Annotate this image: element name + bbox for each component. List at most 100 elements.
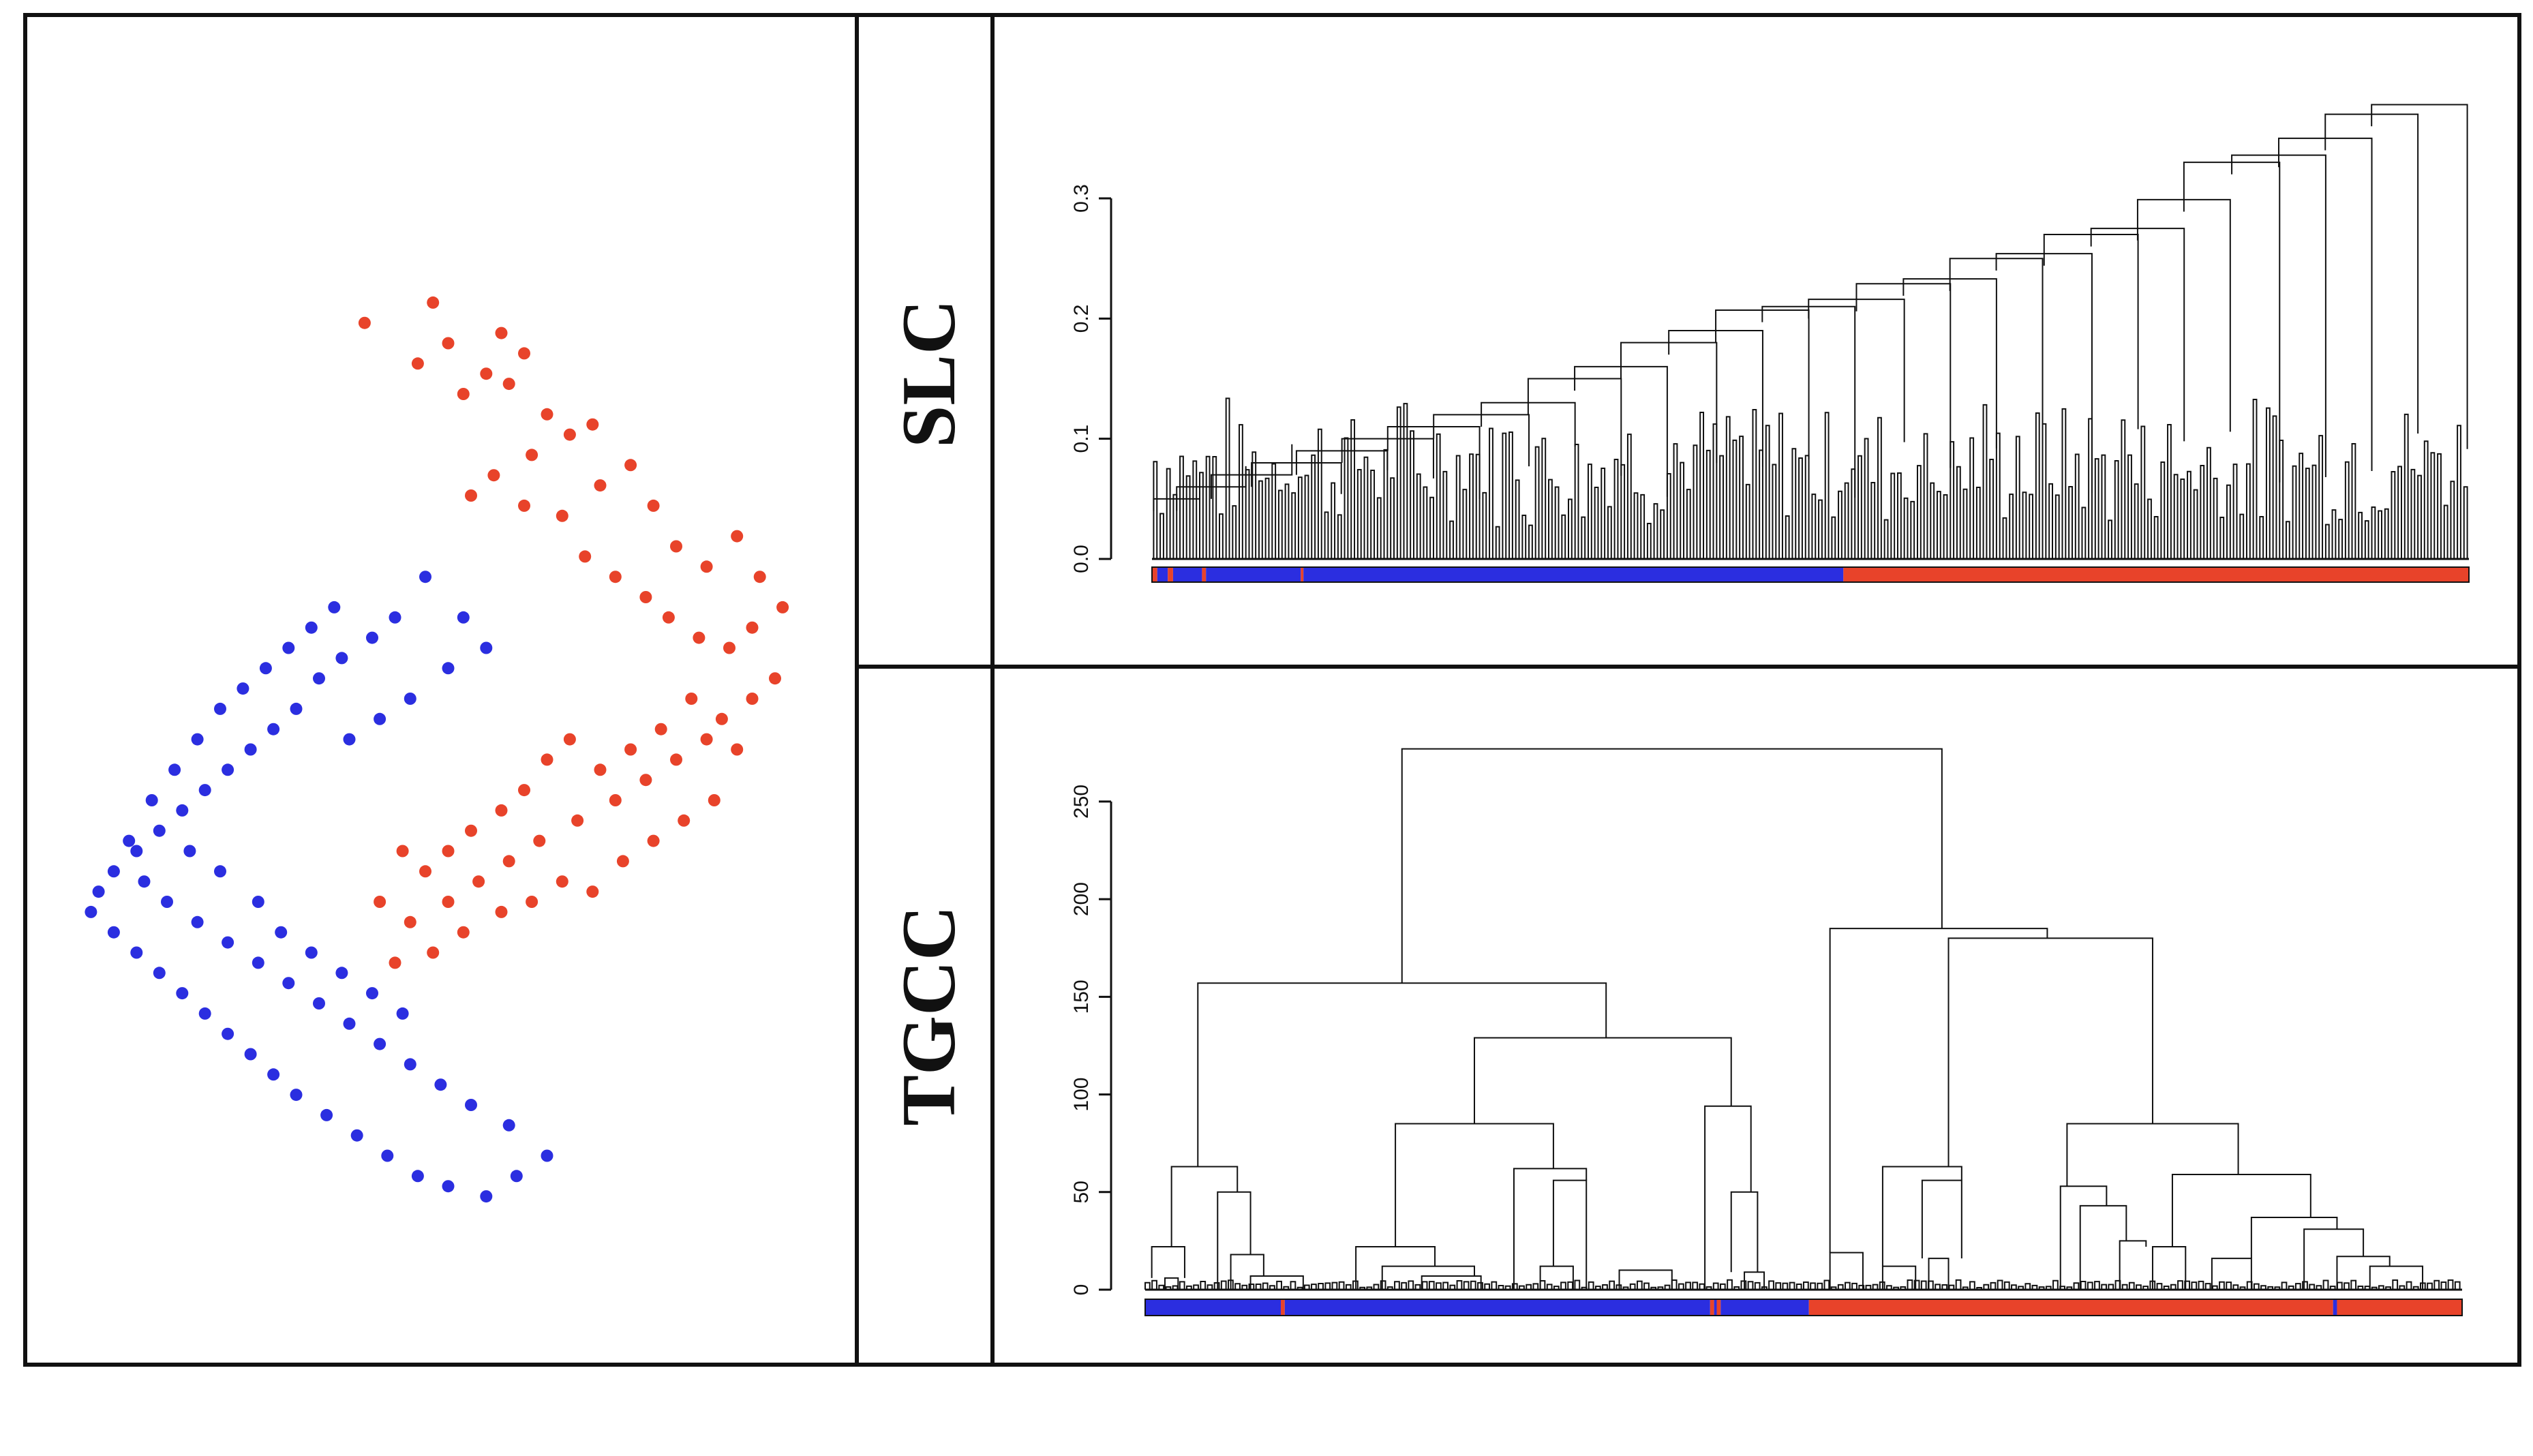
tgcc-link-28 bbox=[1170, 1166, 1239, 1247]
tgcc-link-23 bbox=[2059, 1185, 2108, 1290]
scatter-point-s0-13 bbox=[487, 469, 500, 482]
slc-link-28 bbox=[1245, 469, 1250, 559]
tgcc-leaf-79 bbox=[1692, 1281, 1699, 1290]
slc-link-78 bbox=[1410, 430, 1414, 559]
slc-link-308 bbox=[2167, 424, 2172, 559]
scatter-point-s0-31 bbox=[594, 763, 607, 776]
scatter-point-s1-62 bbox=[214, 865, 226, 878]
slc-link-342 bbox=[2279, 439, 2284, 559]
slc-link-104 bbox=[1495, 526, 1500, 559]
tgcc-leaf-188 bbox=[2447, 1279, 2454, 1290]
scatter-point-s0-10 bbox=[563, 428, 576, 441]
slc-link-380 bbox=[2403, 413, 2409, 559]
tgcc-leaf-46 bbox=[1463, 1281, 1470, 1290]
scatter-point-s0-27 bbox=[715, 712, 728, 725]
tgcc-link-21 bbox=[1217, 1191, 1252, 1290]
tgcc-leaf-53 bbox=[1511, 1283, 1518, 1290]
slc-link-366 bbox=[2358, 511, 2363, 559]
tgcc-leaf-34 bbox=[1380, 1280, 1386, 1290]
slc-link-84 bbox=[1429, 496, 1434, 559]
tgcc-leaf-31 bbox=[1359, 1286, 1365, 1290]
slc-link-196 bbox=[1798, 457, 1803, 559]
slc-link-368 bbox=[2364, 520, 2369, 559]
slc-link-364 bbox=[2351, 443, 2356, 559]
tgcc-leaf-105 bbox=[1872, 1284, 1879, 1290]
slc-link-124 bbox=[1561, 514, 1566, 559]
slc-link-164 bbox=[1693, 444, 1698, 559]
tgcc-leaf-58 bbox=[1546, 1284, 1553, 1290]
slc-tick-label-0: 0.0 bbox=[1070, 545, 1093, 573]
tgcc-leaf-98 bbox=[1823, 1279, 1830, 1290]
slc-link-302 bbox=[2147, 498, 2152, 559]
tgcc-leaf-106 bbox=[1879, 1281, 1885, 1290]
slc-link-208 bbox=[1838, 490, 1842, 559]
scatter-point-s0-32 bbox=[563, 733, 576, 746]
tgcc-leaf-15 bbox=[1248, 1283, 1255, 1290]
tgcc-leaf-70 bbox=[1629, 1283, 1636, 1290]
slc-link-8 bbox=[1179, 455, 1184, 559]
tgcc-leaf-5 bbox=[1179, 1281, 1185, 1290]
slc-link-92 bbox=[1455, 455, 1461, 559]
slc-link-62 bbox=[1356, 468, 1362, 559]
scatter-point-s1-40 bbox=[282, 977, 295, 990]
tgcc-leaf-175 bbox=[2357, 1285, 2364, 1290]
slc-link-236 bbox=[1930, 482, 1935, 559]
tgcc-leaf-22 bbox=[1296, 1286, 1303, 1290]
slc-link-128 bbox=[1574, 444, 1579, 559]
scatter-point-s1-20 bbox=[198, 1007, 211, 1020]
tgcc-leaf-76 bbox=[1671, 1279, 1678, 1290]
scatter-point-s1-58 bbox=[442, 662, 455, 675]
tgcc-leaf-35 bbox=[1386, 1286, 1393, 1290]
tgcc-strip-segment-5 bbox=[1716, 1299, 1721, 1316]
tgcc-leaf-2 bbox=[1158, 1284, 1165, 1290]
tgcc-leaf-4 bbox=[1172, 1285, 1179, 1290]
tgcc-leaf-51 bbox=[1498, 1284, 1504, 1290]
scatter-point-s0-2 bbox=[495, 327, 508, 339]
scatter-point-s1-59 bbox=[404, 693, 416, 705]
slc-link-74 bbox=[1396, 406, 1401, 559]
scatter-point-s1-32 bbox=[541, 1149, 553, 1162]
scatter-point-s1-5 bbox=[290, 702, 303, 715]
slc-link-110 bbox=[1515, 479, 1520, 559]
slc-link-230 bbox=[1910, 500, 1915, 559]
tgcc-leaf-8 bbox=[1200, 1280, 1207, 1290]
tgcc-leaf-128 bbox=[2031, 1284, 2038, 1290]
scatter-point-s1-35 bbox=[434, 1078, 447, 1091]
slc-link-2 bbox=[1159, 513, 1164, 559]
tgcc-leaf-134 bbox=[2073, 1282, 2080, 1290]
slc-link-238 bbox=[1936, 491, 1941, 559]
tgcc-leaf-145 bbox=[2149, 1280, 2156, 1290]
tgcc-leaf-107 bbox=[1886, 1285, 1892, 1290]
scatter-point-s1-63 bbox=[183, 845, 196, 858]
scatter-point-s0-25 bbox=[769, 672, 781, 685]
row-label-slc: SLC bbox=[887, 299, 971, 448]
slc-strip-segment-6 bbox=[1301, 567, 1304, 582]
scatter-point-s0-33 bbox=[541, 753, 553, 766]
scatter-point-s0-37 bbox=[442, 845, 455, 858]
slc-link-288 bbox=[2101, 454, 2106, 559]
scatter-point-s0-63 bbox=[662, 611, 675, 624]
scatter-point-s0-17 bbox=[594, 479, 607, 492]
slc-link-54 bbox=[1331, 482, 1336, 559]
scatter-point-s1-51 bbox=[237, 682, 249, 695]
tgcc-leaf-59 bbox=[1553, 1286, 1560, 1290]
tgcc-leaf-29 bbox=[1345, 1284, 1352, 1290]
scatter-point-s1-24 bbox=[290, 1089, 303, 1102]
slc-link-144 bbox=[1626, 434, 1632, 559]
tgcc-leaf-162 bbox=[2267, 1286, 2274, 1290]
tgcc-leaf-174 bbox=[2350, 1279, 2357, 1290]
slc-link-10 bbox=[1185, 475, 1191, 559]
slc-link-352 bbox=[2311, 464, 2317, 559]
tgcc-link-35 bbox=[1947, 937, 2153, 1167]
tgcc-leaf-9 bbox=[1207, 1284, 1213, 1290]
tgcc-leaf-21 bbox=[1290, 1281, 1296, 1290]
tgcc-leaf-160 bbox=[2253, 1283, 2260, 1290]
slc-link-26 bbox=[1238, 424, 1243, 559]
slc-link-126 bbox=[1568, 498, 1573, 559]
tgcc-leaf-154 bbox=[2211, 1285, 2218, 1290]
scatter-point-s0-16 bbox=[556, 509, 568, 522]
slc-link-100 bbox=[1482, 491, 1487, 559]
scatter-point-s0-26 bbox=[746, 693, 759, 705]
slc-link-94 bbox=[1462, 489, 1468, 559]
